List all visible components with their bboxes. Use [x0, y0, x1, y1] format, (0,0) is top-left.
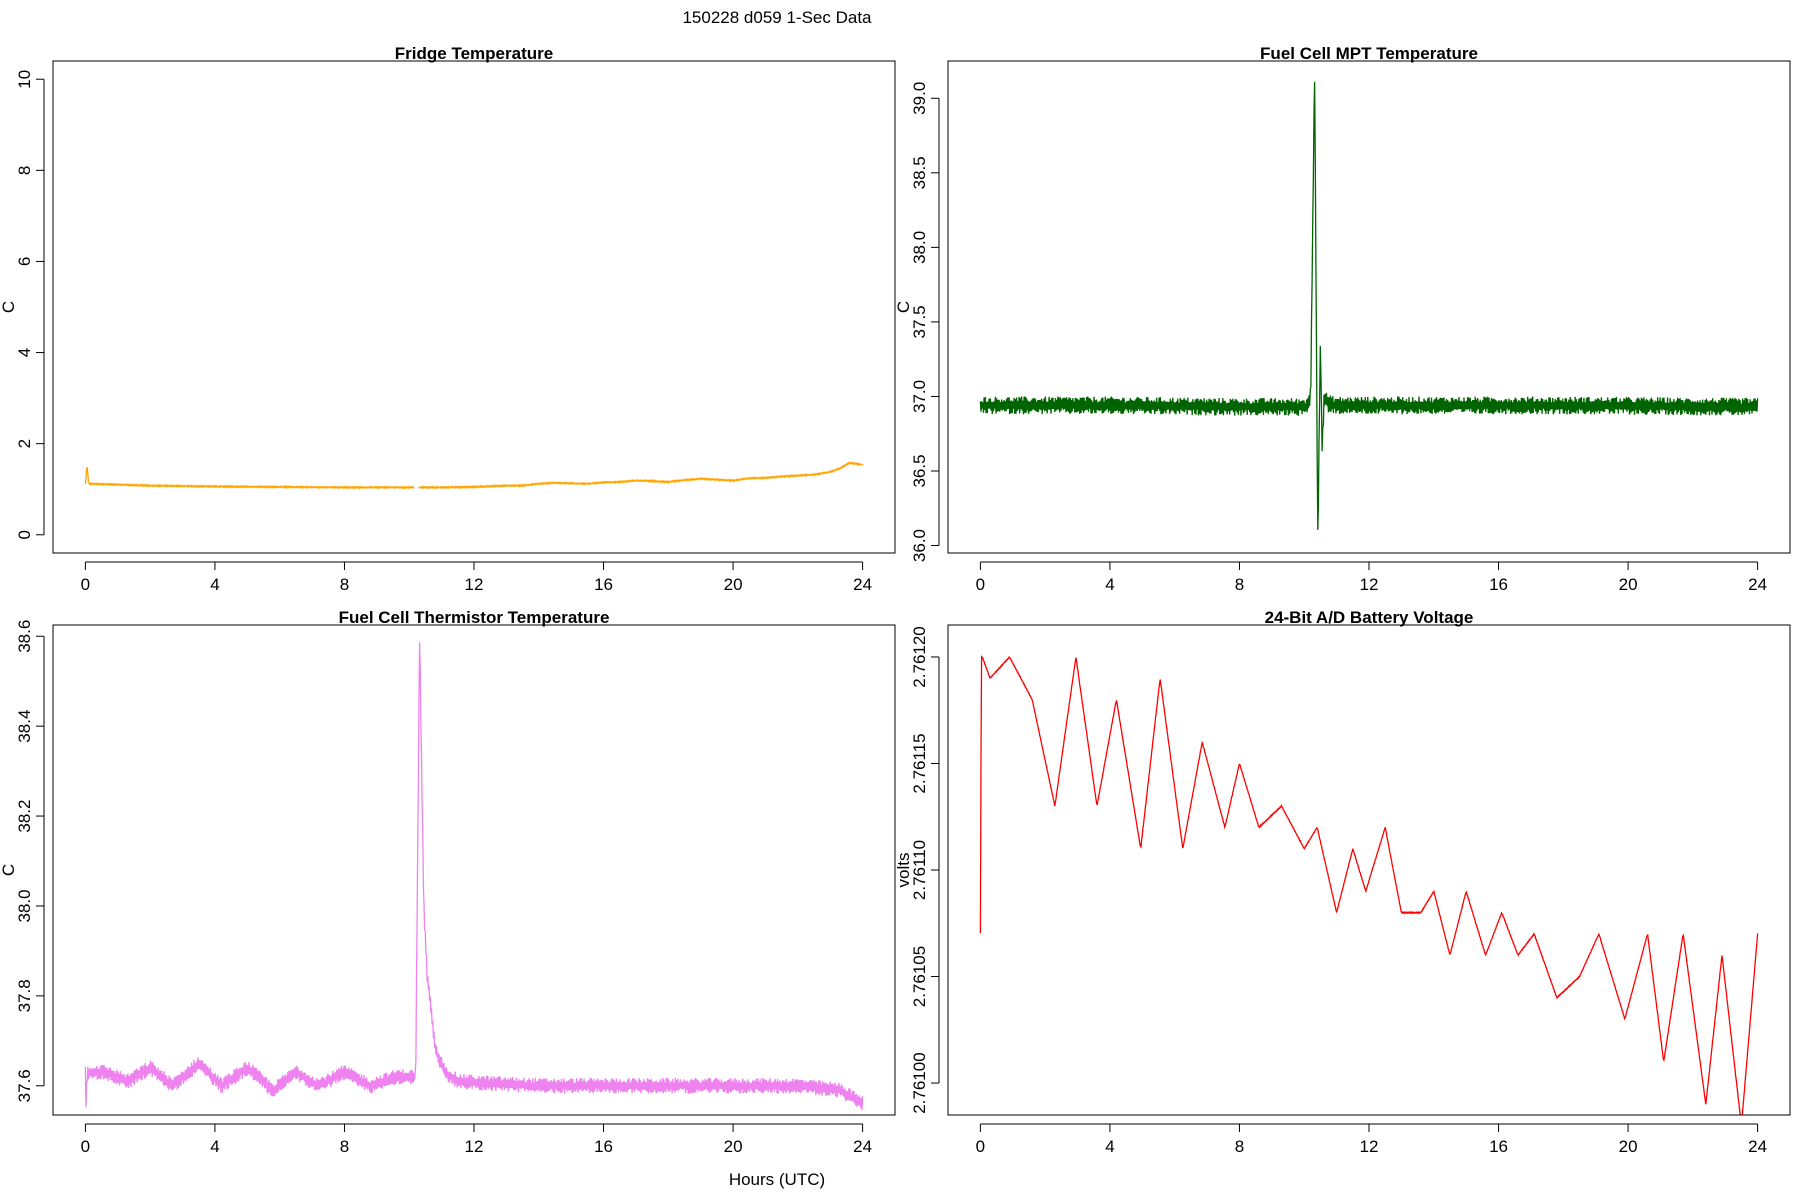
x-tick-label: 20 — [724, 575, 743, 594]
x-tick-label: 16 — [594, 1137, 613, 1156]
y-tick-label: 2.76100 — [910, 1052, 929, 1113]
y-tick-label: 10 — [15, 70, 34, 89]
x-tick-label: 24 — [853, 1137, 872, 1156]
series-line-thermistor — [84, 642, 864, 1111]
x-tick-label: 0 — [81, 1137, 90, 1156]
y-tick-label: 6 — [15, 257, 34, 266]
y-tick-label: 2.76120 — [910, 626, 929, 687]
x-tick-label: 12 — [465, 1137, 484, 1156]
y-tick-label: 2.76110 — [910, 840, 929, 900]
x-tick-label: 16 — [1489, 575, 1508, 594]
x-tick-label: 24 — [853, 575, 872, 594]
x-tick-label: 0 — [81, 575, 90, 594]
x-tick-label: 24 — [1748, 1137, 1767, 1156]
series-line-battery — [979, 654, 1759, 1115]
shared-x-axis-label: Hours (UTC) — [729, 1170, 825, 1189]
x-tick-label: 16 — [594, 575, 613, 594]
x-tick-label: 8 — [340, 575, 349, 594]
x-axis-fuel-cell-mpt-temperature: 0 4 8 12 16 20 24 — [976, 561, 1767, 594]
y-tick-label: 38.4 — [15, 710, 34, 743]
y-tick-label: 38.6 — [15, 620, 34, 653]
series-line-mpt — [979, 81, 1759, 530]
x-axis-fuel-cell-thermistor-temperature: 0 4 8 12 16 20 24 — [81, 1123, 872, 1156]
x-tick-label: 8 — [340, 1137, 349, 1156]
y-axis-battery-voltage: 2.76100 2.76105 2.76110 2.76115 2.76120 — [910, 626, 940, 1114]
y-tick-label: 36.5 — [910, 454, 929, 487]
y-tick-label: 2 — [15, 439, 34, 448]
chart-title-fuel-cell-mpt-temperature: Fuel Cell MPT Temperature — [1260, 44, 1478, 63]
y-axis-fridge-temperature: 0 2 4 6 8 10 — [15, 70, 45, 540]
y-tick-label: 37.8 — [15, 979, 34, 1012]
y-tick-label: 38.0 — [15, 889, 34, 922]
plot-frame-battery-voltage — [947, 624, 1791, 1116]
y-tick-label: 2.76115 — [910, 733, 929, 793]
x-tick-label: 0 — [976, 575, 985, 594]
plot-frame-fuel-cell-thermistor-temperature — [52, 624, 896, 1116]
plot-frame-fuel-cell-mpt-temperature — [947, 60, 1791, 554]
y-tick-label: 37.5 — [910, 305, 929, 338]
y-tick-label: 8 — [15, 166, 34, 175]
x-tick-label: 4 — [1105, 1137, 1114, 1156]
x-tick-label: 8 — [1235, 575, 1244, 594]
x-axis-fridge-temperature: 0 4 8 12 16 20 24 — [81, 561, 872, 594]
x-tick-label: 20 — [1619, 575, 1638, 594]
y-tick-label: 36.0 — [910, 529, 929, 562]
x-tick-label: 12 — [1360, 1137, 1379, 1156]
y-tick-label: 37.0 — [910, 380, 929, 413]
y-axis-fuel-cell-thermistor-temperature: 37.6 37.8 38.0 38.2 38.4 38.6 — [15, 620, 45, 1102]
chart-title-battery-voltage: 24-Bit A/D Battery Voltage — [1265, 608, 1474, 627]
x-tick-label: 8 — [1235, 1137, 1244, 1156]
x-tick-label: 12 — [465, 575, 484, 594]
y-tick-label: 38.0 — [910, 231, 929, 264]
y-tick-label: 4 — [15, 348, 34, 357]
y-axis-fuel-cell-mpt-temperature: 36.0 36.5 37.0 37.5 38.0 38.5 39.0 — [910, 82, 940, 562]
y-axis-label-battery-voltage: volts — [894, 853, 913, 888]
y-tick-label: 39.0 — [910, 82, 929, 115]
y-axis-label-fridge-temperature: C — [0, 301, 18, 313]
chart-fuel-cell-thermistor-temperature: 0 4 8 12 16 20 24 37.6 37.8 38.0 38.2 38.4 38.6 C Fuel… — [0, 608, 896, 1156]
page-title: 150228 d059 1-Sec Data — [682, 8, 872, 27]
series-line-fridge-b — [418, 461, 864, 490]
x-tick-label: 12 — [1360, 575, 1379, 594]
x-axis-battery-voltage: 0 4 8 12 16 20 24 — [976, 1123, 1767, 1156]
x-tick-label: 16 — [1489, 1137, 1508, 1156]
y-tick-label: 37.6 — [15, 1069, 34, 1102]
y-tick-label: 2.76105 — [910, 946, 929, 1007]
x-tick-label: 20 — [1619, 1137, 1638, 1156]
y-tick-label: 0 — [15, 530, 34, 539]
x-tick-label: 4 — [210, 575, 219, 594]
chart-title-fuel-cell-thermistor-temperature: Fuel Cell Thermistor Temperature — [339, 608, 610, 627]
y-tick-label: 38.5 — [910, 156, 929, 189]
series-line-fridge — [84, 466, 415, 490]
x-tick-label: 20 — [724, 1137, 743, 1156]
x-tick-label: 24 — [1748, 575, 1767, 594]
y-axis-label-fuel-cell-mpt-temperature: C — [894, 301, 913, 313]
chart-battery-voltage: 0 4 8 12 16 20 242.761002.761052.761102.761152… — [894, 608, 1791, 1156]
x-tick-label: 4 — [210, 1137, 219, 1156]
y-tick-label: 38.2 — [15, 800, 34, 833]
chart-fuel-cell-mpt-temperature: 0 4 8 12 16 20 24 36.0 36.5 37.0 37.5 38.0 38.5 39.0 C… — [894, 44, 1791, 594]
y-axis-label-fuel-cell-thermistor-temperature: C — [0, 864, 18, 876]
plot-frame-fridge-temperature — [52, 60, 896, 554]
x-tick-label: 4 — [1105, 575, 1114, 594]
chart-title-fridge-temperature: Fridge Temperature — [395, 44, 553, 63]
x-tick-label: 0 — [976, 1137, 985, 1156]
